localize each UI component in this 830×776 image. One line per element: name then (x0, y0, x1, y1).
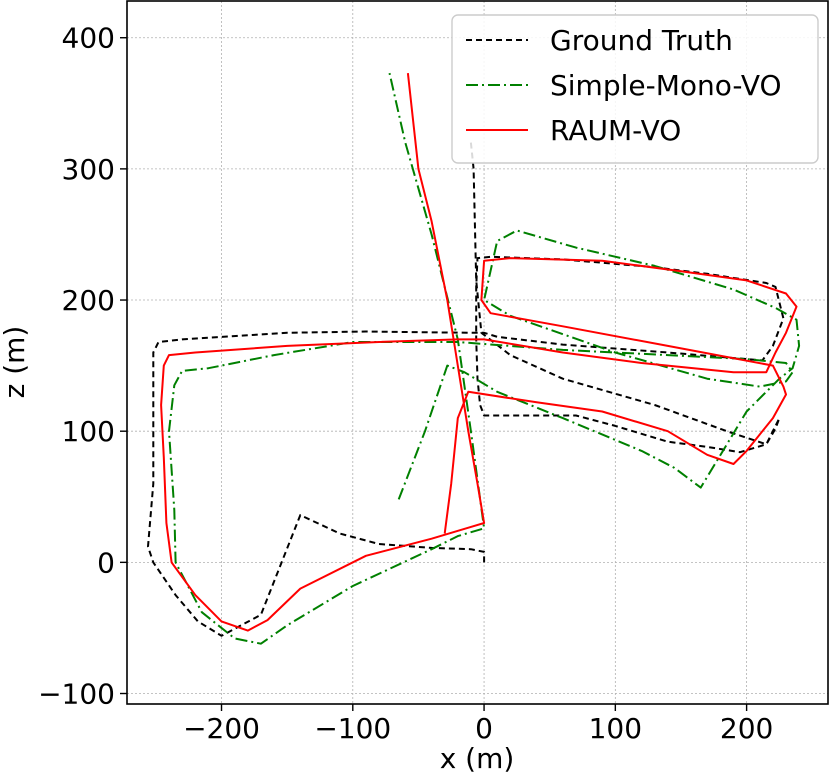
y-tick-label: −100 (38, 678, 115, 711)
y-axis-label: z (m) (0, 326, 31, 399)
y-tick-label: 400 (62, 22, 115, 55)
legend-label-1: Simple-Mono-VO (550, 69, 782, 102)
x-tick-label: 0 (475, 712, 493, 745)
x-tick-label: 200 (720, 712, 773, 745)
y-tick-label: 200 (62, 284, 115, 317)
tick-marks: −200 −100 0 100 200 −100 0 100 200 300 400 (38, 22, 773, 745)
y-tick-label: 100 (62, 415, 115, 448)
y-tick-label: 300 (62, 153, 115, 186)
axes-frame (126, 0, 829, 705)
x-tick-label: 100 (589, 712, 642, 745)
series-line-0 (147, 142, 785, 637)
x-tick-label: −100 (314, 712, 391, 745)
series-line-1 (168, 72, 801, 645)
series-line-2 (160, 72, 798, 632)
legend: Ground Truth Simple-Mono-VO RAUM-VO (451, 14, 819, 164)
legend-label-2: RAUM-VO (550, 114, 681, 147)
legend-label-0: Ground Truth (550, 24, 733, 57)
series-lines (147, 72, 801, 645)
x-axis-label: x (m) (440, 742, 515, 775)
y-tick-label: 0 (97, 546, 115, 579)
x-tick-label: −200 (183, 712, 260, 745)
legend-box (451, 14, 819, 164)
